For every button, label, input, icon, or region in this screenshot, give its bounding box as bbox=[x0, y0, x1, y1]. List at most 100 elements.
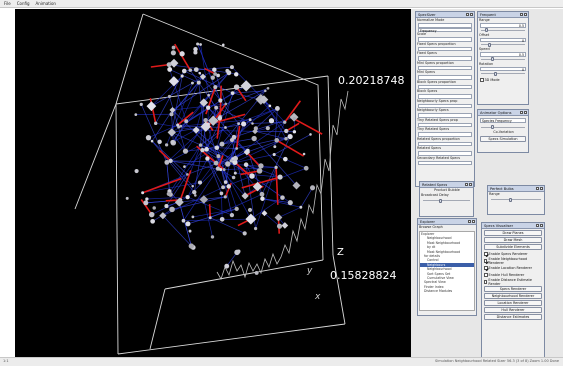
panel-titlebar[interactable]: Related Specs bbox=[420, 182, 473, 188]
panel-titlebar[interactable]: SpecSizer bbox=[416, 12, 474, 18]
renderer-button[interactable]: Specs Renderer bbox=[484, 286, 542, 292]
tree-node[interactable]: for details bbox=[424, 254, 441, 259]
tree-node[interactable]: Control bbox=[427, 258, 439, 263]
panel-titlebar[interactable]: Frequent bbox=[478, 12, 528, 18]
slider-knob[interactable] bbox=[488, 42, 491, 47]
tree-node[interactable]: Neighbourhood bbox=[427, 267, 452, 272]
animator-select[interactable]: Species Frequency bbox=[480, 118, 526, 123]
checkbox-box[interactable] bbox=[484, 266, 488, 270]
specsizer-field[interactable] bbox=[418, 65, 472, 70]
specs-simulation-button[interactable]: Specs Simulation bbox=[480, 135, 526, 142]
panel-titlebar[interactable]: Animator Options bbox=[478, 110, 528, 116]
renderer-button[interactable]: Neighbourhood Renderer bbox=[484, 293, 542, 299]
checkbox-box[interactable] bbox=[484, 273, 488, 277]
specs-action-button[interactable]: Subdivide Elements bbox=[484, 244, 542, 250]
float-icon[interactable] bbox=[468, 220, 471, 223]
close-icon[interactable] bbox=[470, 13, 473, 16]
panel-titlebar[interactable]: Explorer bbox=[418, 219, 476, 225]
specsizer-field[interactable] bbox=[418, 46, 472, 51]
frequent-slider[interactable] bbox=[481, 57, 525, 62]
float-icon[interactable] bbox=[466, 13, 469, 16]
tree-node[interactable]: Spectral View bbox=[424, 280, 446, 285]
renderer-button[interactable]: Hull Renderer bbox=[484, 307, 542, 313]
specsizer-field[interactable] bbox=[418, 113, 472, 118]
specsizer-field[interactable] bbox=[418, 132, 472, 137]
checkbox-box[interactable] bbox=[484, 252, 488, 256]
specsizer-field[interactable] bbox=[418, 160, 472, 165]
axis-label-z: Z bbox=[337, 247, 344, 258]
range-slider[interactable] bbox=[491, 197, 541, 202]
float-icon[interactable] bbox=[465, 183, 468, 186]
menu-config[interactable]: Config bbox=[16, 0, 30, 6]
tree-node[interactable]: Sort Specs Set bbox=[427, 271, 451, 276]
animator-slider[interactable] bbox=[481, 125, 525, 130]
specsizer-field[interactable]: Frequency bbox=[418, 27, 472, 32]
tree-node[interactable]: Neighbours bbox=[420, 262, 474, 268]
3d-graph-viewport[interactable]: 0.20218748 0.15828824 Z y x bbox=[15, 9, 411, 357]
checkbox-box[interactable] bbox=[480, 78, 484, 82]
renderer-checkbox[interactable]: Enable Distance Estimate Render bbox=[484, 278, 542, 286]
panel-titlebar[interactable]: Perfect Bulbs bbox=[488, 186, 544, 192]
specsizer-field[interactable] bbox=[418, 103, 472, 108]
frequent-field[interactable]: 0.5 bbox=[480, 23, 526, 28]
slider-knob[interactable] bbox=[485, 28, 488, 32]
close-icon[interactable] bbox=[540, 224, 543, 227]
frequent-field[interactable]: 0.5 bbox=[480, 52, 526, 57]
specsizer-field[interactable] bbox=[418, 151, 472, 156]
slider-knob[interactable] bbox=[509, 197, 512, 202]
specsizer-field[interactable] bbox=[418, 122, 472, 127]
slider-knob[interactable] bbox=[494, 71, 497, 76]
checkbox-box[interactable] bbox=[484, 259, 488, 263]
tree-node[interactable]: by dt bbox=[427, 245, 436, 250]
checkbox-box[interactable] bbox=[484, 280, 488, 284]
menu-file[interactable]: File bbox=[4, 0, 11, 6]
tree-node[interactable]: Neighbourhood bbox=[427, 236, 452, 241]
frequent-slider[interactable] bbox=[481, 28, 525, 33]
specsizer-field[interactable] bbox=[418, 75, 472, 80]
frequent-slider[interactable] bbox=[481, 71, 525, 76]
tree-node[interactable]: Finder Index bbox=[424, 284, 444, 289]
renderer-checkbox[interactable]: Enable Specs Renderer bbox=[484, 251, 542, 257]
slider-knob[interactable] bbox=[491, 125, 494, 129]
frequent-field[interactable]: 0 bbox=[480, 37, 526, 42]
frequent-field[interactable]: 0 bbox=[480, 66, 526, 71]
renderer-checkbox[interactable]: Enable Neighbourhood Renderer bbox=[484, 257, 542, 265]
specsizer-field[interactable] bbox=[418, 141, 472, 146]
specs-action-button[interactable]: Draw Mesh bbox=[484, 237, 542, 243]
panel-titlebar[interactable]: Specs Visualiser bbox=[482, 223, 544, 229]
frequent-slider[interactable] bbox=[481, 42, 525, 47]
graph-canvas[interactable]: 0.20218748 0.15828824 Z y x bbox=[15, 9, 411, 357]
specs-action-button[interactable]: Draw Planes bbox=[484, 230, 542, 236]
close-icon[interactable] bbox=[524, 13, 527, 16]
slider-knob[interactable] bbox=[491, 57, 494, 61]
menu-animation[interactable]: Animation bbox=[35, 0, 56, 6]
renderer-checkbox[interactable]: Enable Hull Renderer bbox=[484, 272, 542, 278]
specsizer-field[interactable] bbox=[418, 84, 472, 89]
close-icon[interactable] bbox=[540, 187, 543, 190]
renderer-button[interactable]: Location Renderer bbox=[484, 300, 542, 306]
renderer-checkbox[interactable]: Enable Location Renderer bbox=[484, 265, 542, 271]
specsizer-field[interactable] bbox=[418, 94, 472, 99]
float-icon[interactable] bbox=[520, 13, 523, 16]
close-icon[interactable] bbox=[469, 183, 472, 186]
broadcast-delay-slider[interactable] bbox=[423, 198, 470, 203]
specsizer-field[interactable] bbox=[418, 56, 472, 61]
float-icon[interactable] bbox=[536, 224, 539, 227]
specsizer-field[interactable] bbox=[418, 23, 472, 28]
tree-node[interactable]: Most Neighbourhood bbox=[427, 249, 461, 254]
graph-node bbox=[249, 173, 255, 179]
explorer-tree[interactable]: Explorer Neighbourhood Most Neighbourhood b… bbox=[419, 231, 475, 311]
float-icon[interactable] bbox=[520, 111, 523, 114]
close-icon[interactable] bbox=[472, 220, 475, 223]
renderer-button[interactable]: Distance Estimates bbox=[484, 314, 542, 320]
tree-node[interactable]: Cumulative View bbox=[427, 276, 454, 281]
close-icon[interactable] bbox=[524, 111, 527, 114]
tree-node[interactable]: Distance Modules bbox=[424, 289, 453, 294]
specsizer-field[interactable] bbox=[418, 37, 472, 42]
float-icon[interactable] bbox=[536, 187, 539, 190]
slider-knob[interactable] bbox=[439, 198, 442, 203]
3d-mode-checkbox[interactable]: 3D Mode bbox=[480, 77, 526, 83]
tree-node[interactable]: Explorer bbox=[421, 232, 435, 236]
graph-node bbox=[143, 200, 149, 206]
tree-node[interactable]: Most Neighbourhood bbox=[427, 240, 461, 245]
